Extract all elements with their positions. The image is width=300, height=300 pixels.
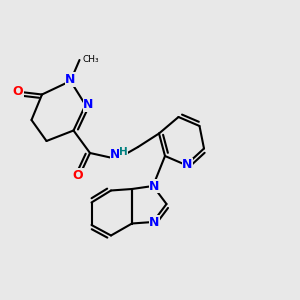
Text: H: H [119, 147, 128, 158]
Text: O: O [73, 169, 83, 182]
Text: O: O [13, 85, 23, 98]
Text: N: N [149, 179, 160, 193]
Text: N: N [65, 73, 76, 86]
Text: N: N [182, 158, 193, 172]
Text: N: N [149, 215, 160, 229]
Text: N: N [110, 148, 121, 161]
Text: N: N [83, 98, 94, 112]
Text: CH₃: CH₃ [82, 56, 99, 64]
